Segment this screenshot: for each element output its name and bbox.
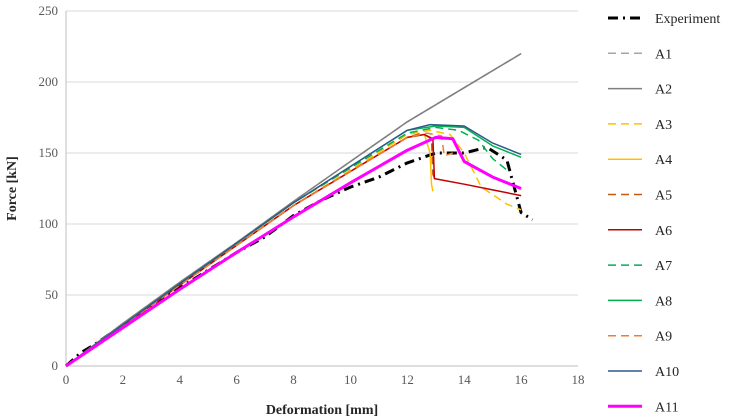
x-tick-label: 14 (458, 372, 472, 387)
gridlines (66, 10, 578, 296)
legend-label-a2: A2 (655, 83, 672, 98)
y-axis-title: Force [kN] (5, 156, 20, 221)
legend-label-a7: A7 (655, 259, 672, 274)
x-tick-label: 8 (290, 372, 297, 387)
series-line-a10 (65, 123, 522, 367)
legend-label-a5: A5 (655, 189, 672, 204)
legend: Experiment A1 A2 A3 A4 A5 A6 A7 A8 A9 A10 A11 (608, 12, 720, 415)
tick-labels: 0 50 100 150 200 250 0 2 4 6 8 10 12 14 16 18 (39, 3, 585, 387)
legend-label-a3: A3 (655, 118, 672, 133)
legend-label-a1: A1 (655, 47, 672, 62)
series-line-a2 (65, 52, 522, 367)
legend-label-a9: A9 (655, 330, 672, 345)
series-lines (64, 52, 534, 368)
series-line-a3 (65, 129, 522, 367)
x-tick-label: 16 (515, 372, 529, 387)
x-tick-label: 18 (572, 372, 585, 387)
x-tick-label: 2 (120, 372, 127, 387)
series-line-a7 (65, 126, 508, 367)
axes (65, 11, 578, 367)
legend-label-a11: A11 (655, 400, 679, 415)
legend-label-a8: A8 (655, 294, 672, 309)
series-line-a4 (65, 133, 434, 367)
series-line-a9 (65, 132, 454, 367)
legend-label-experiment: Experiment (655, 12, 720, 27)
legend-label-a6: A6 (655, 224, 672, 239)
series-line-a6 (65, 133, 522, 367)
x-tick-label: 6 (233, 372, 240, 387)
y-tick-label: 200 (39, 74, 59, 89)
series-line-a11 (65, 135, 522, 368)
y-tick-label: 50 (45, 287, 58, 302)
y-tick-label: 0 (52, 358, 59, 373)
x-tick-label: 12 (401, 372, 414, 387)
y-tick-label: 100 (39, 216, 59, 231)
x-tick-label: 4 (177, 372, 184, 387)
y-tick-label: 250 (39, 3, 59, 18)
series-line-experiment (64, 145, 534, 368)
x-tick-label: 0 (63, 372, 70, 387)
x-tick-label: 10 (344, 372, 357, 387)
series-line-a8 (65, 125, 522, 367)
series-line-a5 (65, 132, 437, 367)
x-axis-title: Deformation [mm] (266, 403, 378, 418)
legend-label-a10: A10 (655, 365, 679, 380)
legend-label-a4: A4 (655, 153, 672, 168)
y-tick-label: 150 (39, 145, 59, 160)
